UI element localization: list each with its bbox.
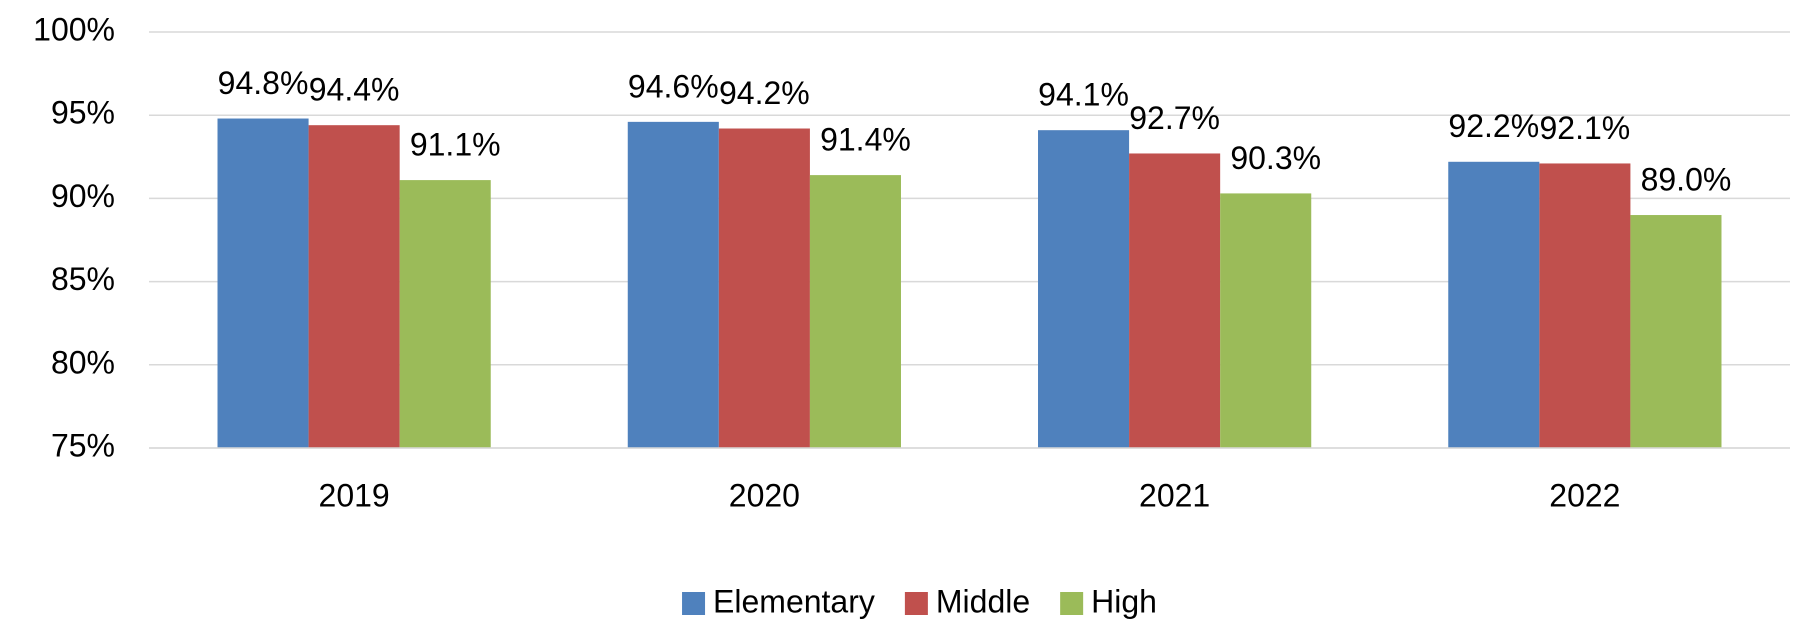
legend-label: High <box>1091 583 1157 619</box>
x-tick-label: 2020 <box>729 477 800 513</box>
legend-label: Middle <box>936 583 1030 619</box>
data-label: 92.1% <box>1540 110 1631 146</box>
bar <box>308 125 400 449</box>
y-tick-label: 95% <box>51 95 115 131</box>
bar <box>399 180 491 448</box>
bar <box>1630 215 1722 448</box>
bar <box>1539 163 1631 448</box>
bar <box>1448 161 1540 449</box>
bar <box>217 118 309 448</box>
data-label: 90.3% <box>1230 140 1321 176</box>
data-label: 94.1% <box>1038 77 1129 113</box>
y-tick-label: 90% <box>51 178 115 214</box>
data-label: 92.2% <box>1448 108 1539 144</box>
legend-label: Elementary <box>713 583 875 619</box>
data-label: 94.6% <box>628 68 719 104</box>
legend-swatch <box>904 592 928 615</box>
data-label: 91.4% <box>820 122 911 158</box>
x-tick-label: 2021 <box>1139 477 1210 513</box>
bar <box>627 121 719 448</box>
data-label: 92.7% <box>1129 100 1220 136</box>
y-tick-label: 75% <box>51 427 115 463</box>
x-tick-label: 2019 <box>319 477 390 513</box>
bar <box>1129 153 1221 449</box>
x-tick-label: 2022 <box>1549 477 1620 513</box>
data-label: 91.1% <box>410 127 501 163</box>
y-tick-label: 80% <box>51 344 115 380</box>
y-tick-label: 100% <box>33 11 115 47</box>
y-tick-label: 85% <box>51 261 115 297</box>
data-label: 94.8% <box>218 65 309 101</box>
data-label: 89.0% <box>1641 161 1732 197</box>
bar <box>1220 193 1312 448</box>
data-label: 94.4% <box>309 72 400 108</box>
legend-swatch <box>1060 592 1084 615</box>
bar <box>809 175 901 448</box>
bar <box>718 128 810 448</box>
legend-swatch <box>682 592 706 615</box>
data-label: 94.2% <box>719 75 810 111</box>
bar <box>1038 130 1130 448</box>
